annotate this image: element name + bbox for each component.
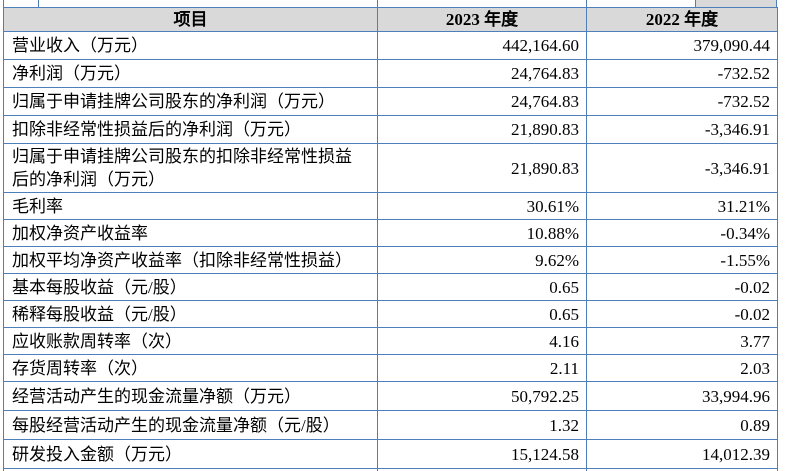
cropped-row-above bbox=[0, 0, 804, 7]
grid-tick bbox=[377, 0, 378, 7]
table-row: 归属于申请挂牌公司股东的净利润（万元） 24,764.83 -732.52 bbox=[3, 87, 778, 116]
cell-2023: 9.62% bbox=[377, 246, 587, 274]
cell-2023: 0.65 bbox=[377, 300, 587, 328]
table-row: 净利润（万元） 24,764.83 -732.52 bbox=[3, 59, 778, 88]
table-row: 每股经营活动产生的现金流量净额（元/股） 1.32 0.89 bbox=[3, 410, 778, 440]
grid-tick bbox=[776, 0, 777, 7]
table-row: 研发投入占营业收入比例 3.42% 3.70% bbox=[3, 468, 778, 471]
table-row: 应收账款周转率（次） 4.16 3.77 bbox=[3, 327, 778, 355]
table-row: 加权平均净资产收益率（扣除非经常性损益） 9.62% -1.55% bbox=[3, 246, 778, 274]
cell-2022: -0.02 bbox=[586, 300, 778, 328]
financial-indicators-table: 项目 2023 年度 2022 年度 营业收入（万元） 442,164.60 3… bbox=[3, 7, 778, 471]
cell-label: 研发投入金额（万元） bbox=[3, 439, 378, 469]
cell-label: 净利润（万元） bbox=[3, 59, 378, 88]
cell-2023: 21,890.83 bbox=[377, 143, 587, 193]
cell-2023: 15,124.58 bbox=[377, 439, 587, 469]
cell-2023: 24,764.83 bbox=[377, 87, 587, 116]
cropped-cell-shading bbox=[695, 0, 777, 7]
table-row: 稀释每股收益（元/股） 0.65 -0.02 bbox=[3, 300, 778, 328]
cell-2022: 3.77 bbox=[586, 327, 778, 355]
cell-label: 毛利率 bbox=[3, 192, 378, 220]
cell-2023: 1.32 bbox=[377, 410, 587, 440]
column-header-item: 项目 bbox=[3, 7, 378, 32]
grid-tick bbox=[38, 0, 39, 7]
cell-2022: 3.70% bbox=[586, 468, 778, 471]
cell-2022: 379,090.44 bbox=[586, 31, 778, 60]
grid-tick bbox=[695, 0, 696, 7]
table-row: 基本每股收益（元/股） 0.65 -0.02 bbox=[3, 273, 778, 301]
cell-2022: 33,994.96 bbox=[586, 381, 778, 411]
cell-2022: -732.52 bbox=[586, 59, 778, 88]
header-row: 项目 2023 年度 2022 年度 bbox=[3, 7, 778, 32]
cell-2022: 0.89 bbox=[586, 410, 778, 440]
cell-label: 稀释每股收益（元/股） bbox=[3, 300, 378, 328]
cell-label: 存货周转率（次） bbox=[3, 354, 378, 382]
table-row: 经营活动产生的现金流量净额（万元） 50,792.25 33,994.96 bbox=[3, 381, 778, 411]
cell-2023: 2.11 bbox=[377, 354, 587, 382]
cell-label: 加权平均净资产收益率（扣除非经常性损益） bbox=[3, 246, 378, 274]
table-row: 加权净资产收益率 10.88% -0.34% bbox=[3, 219, 778, 247]
cell-2022: -0.02 bbox=[586, 273, 778, 301]
cell-2022: -0.34% bbox=[586, 219, 778, 247]
cell-label: 扣除非经常性损益后的净利润（万元） bbox=[3, 115, 378, 144]
cell-2022: -1.55% bbox=[586, 246, 778, 274]
cell-label: 每股经营活动产生的现金流量净额（元/股） bbox=[3, 410, 378, 440]
table-row: 存货周转率（次） 2.11 2.03 bbox=[3, 354, 778, 382]
cell-2022: 2.03 bbox=[586, 354, 778, 382]
cell-label: 归属于申请挂牌公司股东的扣除非经常性损益 后的净利润（万元） bbox=[3, 143, 378, 193]
table-row: 扣除非经常性损益后的净利润（万元） 21,890.83 -3,346.91 bbox=[3, 115, 778, 144]
cell-label: 应收账款周转率（次） bbox=[3, 327, 378, 355]
cell-label: 基本每股收益（元/股） bbox=[3, 273, 378, 301]
grid-tick bbox=[586, 0, 587, 7]
cell-2023: 4.16 bbox=[377, 327, 587, 355]
grid-tick bbox=[3, 0, 4, 7]
cell-label: 归属于申请挂牌公司股东的净利润（万元） bbox=[3, 87, 378, 116]
column-header-year-2023: 2023 年度 bbox=[377, 7, 587, 32]
cell-label: 经营活动产生的现金流量净额（万元） bbox=[3, 381, 378, 411]
cell-2022: 31.21% bbox=[586, 192, 778, 220]
cell-2023: 30.61% bbox=[377, 192, 587, 220]
cell-2023: 24,764.83 bbox=[377, 59, 587, 88]
cell-label: 加权净资产收益率 bbox=[3, 219, 378, 247]
cell-2022: -732.52 bbox=[586, 87, 778, 116]
cell-2023: 10.88% bbox=[377, 219, 587, 247]
table-row: 营业收入（万元） 442,164.60 379,090.44 bbox=[3, 31, 778, 60]
cell-2023: 442,164.60 bbox=[377, 31, 587, 60]
table-row: 研发投入金额（万元） 15,124.58 14,012.39 bbox=[3, 439, 778, 469]
cell-label: 营业收入（万元） bbox=[3, 31, 378, 60]
cell-2023: 0.65 bbox=[377, 273, 587, 301]
cell-2022: -3,346.91 bbox=[586, 115, 778, 144]
column-header-year-2022: 2022 年度 bbox=[586, 7, 778, 32]
cell-2023: 21,890.83 bbox=[377, 115, 587, 144]
table-row: 毛利率 30.61% 31.21% bbox=[3, 192, 778, 220]
cell-2022: 14,012.39 bbox=[586, 439, 778, 469]
cell-2023: 50,792.25 bbox=[377, 381, 587, 411]
cell-2022: -3,346.91 bbox=[586, 143, 778, 193]
table-row: 归属于申请挂牌公司股东的扣除非经常性损益 后的净利润（万元） 21,890.83… bbox=[3, 143, 778, 193]
